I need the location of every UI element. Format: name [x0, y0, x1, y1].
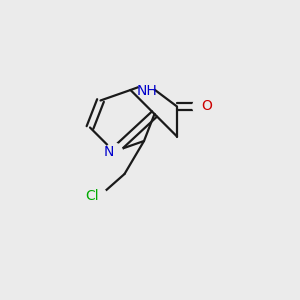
Text: O: O — [201, 100, 212, 113]
Text: NH: NH — [136, 84, 158, 98]
Text: N: N — [103, 145, 114, 158]
Text: Cl: Cl — [85, 190, 99, 203]
Circle shape — [193, 98, 209, 115]
Circle shape — [91, 188, 107, 205]
Circle shape — [139, 76, 155, 92]
Circle shape — [106, 143, 122, 160]
